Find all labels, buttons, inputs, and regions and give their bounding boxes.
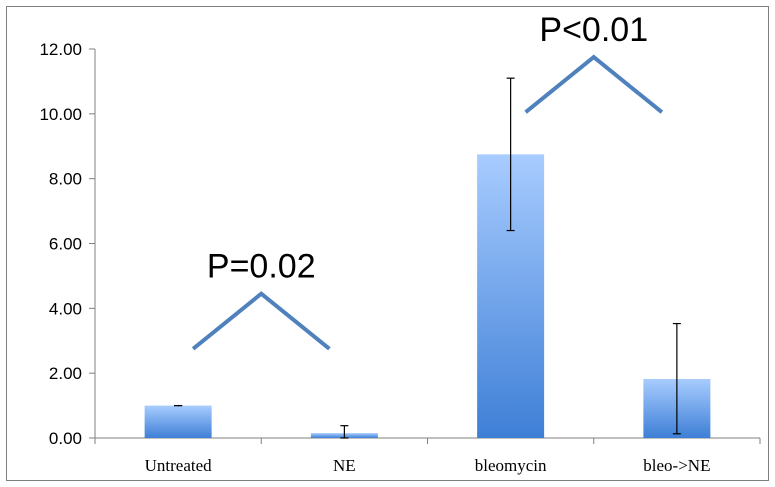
p-value-label: P=0.02 xyxy=(207,248,316,286)
bar xyxy=(144,405,212,438)
y-tick-label: 10.00 xyxy=(39,105,82,124)
p-value-label: P<0.01 xyxy=(539,11,648,49)
y-tick-label: 2.00 xyxy=(49,364,82,383)
y-tick-label: 4.00 xyxy=(49,299,82,318)
y-tick-label: 8.00 xyxy=(49,170,82,189)
x-tick-label: Untreated xyxy=(145,456,213,475)
x-tick-label: bleomycin xyxy=(475,456,547,475)
significance-bracket xyxy=(524,54,664,114)
axes: 0.00 2.00 4.00 6.00 8.00 10.00 12.00 Untreated N… xyxy=(39,40,761,475)
x-tick-label: NE xyxy=(333,456,356,475)
annotations: P=0.02 P<0.01 xyxy=(191,11,664,351)
bars xyxy=(144,154,711,438)
x-tick-label: bleo->NE xyxy=(643,456,710,475)
y-tick-label: 0.00 xyxy=(49,429,82,448)
error-bars xyxy=(174,77,681,439)
significance-bracket xyxy=(191,291,331,351)
chart-frame xyxy=(6,6,769,481)
y-tick-label: 6.00 xyxy=(49,235,82,254)
y-tick-label: 12.00 xyxy=(39,40,82,59)
